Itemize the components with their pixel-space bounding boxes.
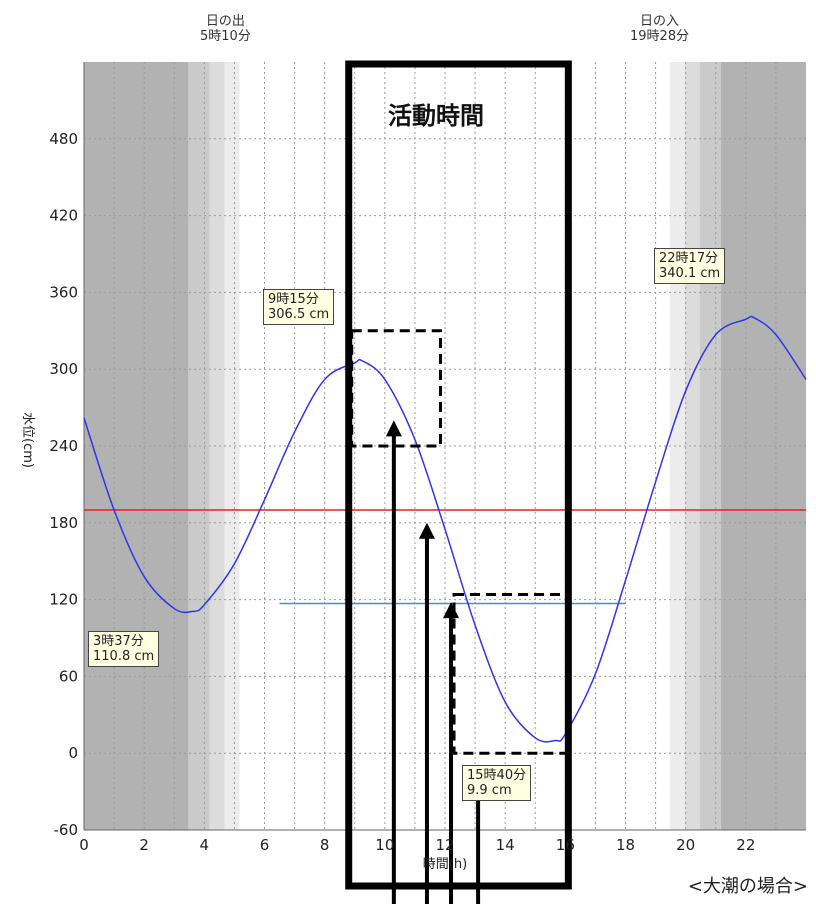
y-tick-label: 0 xyxy=(68,744,78,762)
annotation-low-1-time: 3時37分 xyxy=(93,634,144,649)
x-tick-label: 6 xyxy=(260,836,270,854)
sunset-time: 19時28分 xyxy=(630,29,690,44)
activity-time-label: 活動時間 xyxy=(388,102,484,130)
annotation-low-1-value: 110.8 cm xyxy=(93,649,155,664)
sunset-label: 日の入 19時28分 xyxy=(630,14,689,44)
annotation-high-1-value: 306.5 cm xyxy=(268,307,330,322)
annotation-low-2: 15時40分 9.9 cm xyxy=(462,765,532,801)
y-tick-label: -60 xyxy=(54,821,79,839)
x-tick-label: 2 xyxy=(139,836,149,854)
dashed-region xyxy=(350,329,442,448)
x-tick-label: 20 xyxy=(676,836,695,854)
shade-band xyxy=(188,62,210,830)
y-tick-label: 300 xyxy=(49,360,78,378)
sunset-title: 日の入 xyxy=(640,14,680,29)
annotation-low-2-time: 15時40分 xyxy=(467,768,527,783)
annotation-high-2-time: 22時17分 xyxy=(659,251,719,266)
shade-band xyxy=(209,62,225,830)
tide-line xyxy=(83,315,807,743)
x-tick-label: 8 xyxy=(320,836,330,854)
x-tick-label: 10 xyxy=(375,836,394,854)
sunrise-label: 日の出 5時10分 xyxy=(200,14,251,44)
y-tick-label: 120 xyxy=(49,591,78,609)
shade-band xyxy=(720,62,806,830)
tick-labels: 0 2 4 6 8 10 12 14 16 18 20 22 480 420 360 300 240 180 120… xyxy=(49,130,755,854)
y-tick-label: 180 xyxy=(49,514,78,532)
annotation-low-2-value: 9.9 cm xyxy=(467,783,512,798)
arrow-head xyxy=(385,420,402,437)
sunrise-title: 日の出 xyxy=(205,14,245,29)
activity-time-box xyxy=(345,60,572,890)
arrow-head xyxy=(443,602,460,619)
shade-band xyxy=(684,62,700,830)
tide-series xyxy=(83,315,807,743)
y-tick-label: 360 xyxy=(49,283,78,301)
x-tick-label: 18 xyxy=(616,836,635,854)
x-tick-label: 12 xyxy=(435,836,454,854)
y-tick-label: 420 xyxy=(49,207,78,225)
annotation-high-2: 22時17分 340.1 cm xyxy=(654,248,726,284)
annotation-high-2-value: 340.1 cm xyxy=(659,266,721,281)
annotation-high-1-time: 9時15分 xyxy=(268,292,319,307)
annotation-low-1: 3時37分 110.8 cm xyxy=(88,631,160,667)
annotation-high-1: 9時15分 306.5 cm xyxy=(263,289,335,325)
y-tick-label: 60 xyxy=(59,667,78,685)
shade-band xyxy=(224,62,240,830)
x-axis-label: 時間(h) xyxy=(423,857,467,872)
footer-note: <大潮の場合> xyxy=(687,876,808,897)
y-tick-label: 480 xyxy=(49,130,78,148)
x-tick-label: 16 xyxy=(556,836,575,854)
y-tick-label: 240 xyxy=(49,437,78,455)
sunrise-time: 5時10分 xyxy=(200,29,251,44)
grid-lines xyxy=(84,62,806,830)
y-axis-label: 水位(cm) xyxy=(20,412,35,468)
axis-labels: 時間(h) 水位(cm) xyxy=(20,412,467,872)
x-tick-label: 4 xyxy=(200,836,210,854)
x-tick-label: 14 xyxy=(496,836,515,854)
arrow-head xyxy=(418,522,435,539)
x-tick-label: 0 xyxy=(79,836,89,854)
axes xyxy=(83,62,806,831)
shade-band xyxy=(669,62,685,830)
dashed-region xyxy=(452,592,570,755)
x-tick-label: 22 xyxy=(736,836,755,854)
